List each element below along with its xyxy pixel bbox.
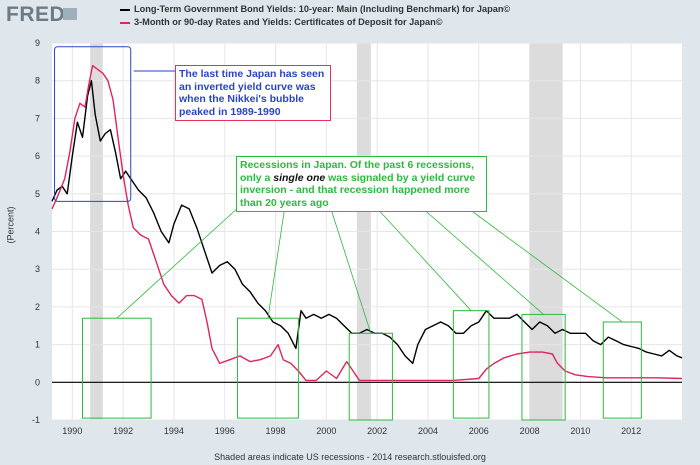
chart-trend-icon: [63, 8, 77, 20]
annotation-box-green: [602, 321, 642, 419]
annotation-box-green: [236, 317, 299, 419]
annotation-connector-green: [116, 205, 241, 319]
x-tick-label: 2004: [418, 426, 438, 436]
x-tick-label: 2012: [621, 426, 641, 436]
x-tick-label: 2008: [520, 426, 540, 436]
fred-logo[interactable]: FRED: [6, 3, 66, 26]
legend-item-cd: 3-Month or 90-day Rates and Yields: Cert…: [120, 16, 510, 29]
y-axis-label: (Percent): [5, 206, 16, 244]
y-tick-label: 1: [35, 340, 40, 350]
x-tick-label: 1990: [62, 426, 82, 436]
legend-label-10y: Long-Term Government Bond Yields: 10-yea…: [134, 4, 511, 14]
annotation-recessions-part2: was signaled by a yield curve inversion …: [240, 171, 476, 209]
x-tick-label: 1996: [215, 426, 235, 436]
y-tick-label: 8: [35, 76, 40, 86]
y-tick-label: 3: [35, 264, 40, 274]
x-tick-label: 2006: [469, 426, 489, 436]
legend: Long-Term Government Bond Yields: 10-yea…: [120, 3, 510, 29]
legend-item-10y: Long-Term Government Bond Yields: 10-yea…: [120, 3, 510, 16]
annotation-box-blue: [54, 46, 132, 202]
y-tick-label: -1: [32, 415, 40, 425]
x-tick-label: 2002: [367, 426, 387, 436]
series-line-0: [51, 79, 683, 365]
legend-label-cd: 3-Month or 90-day Rates and Yields: Cert…: [134, 17, 443, 27]
y-tick-label: 9: [35, 38, 40, 48]
y-tick-label: 6: [35, 151, 40, 161]
x-tick-label: 1992: [113, 426, 133, 436]
annotation-connector-green: [419, 205, 544, 315]
annotation-recessions-part1: Recessions in Japan. Of the past 6 reces…: [240, 159, 475, 184]
y-tick-label: 4: [35, 227, 40, 237]
x-tick-label: 1998: [266, 426, 286, 436]
annotation-connector-green: [329, 205, 372, 334]
annotation-connector-green: [374, 205, 472, 311]
annotation-inverted-curve: The last time Japan has seen an inverted…: [175, 65, 331, 121]
annotation-recessions-emph: single one: [273, 171, 326, 184]
y-tick-label: 5: [35, 189, 40, 199]
annotation-connector-green: [464, 205, 623, 323]
legend-swatch-cd: [120, 21, 130, 24]
y-tick-label: 2: [35, 302, 40, 312]
annotation-connector-green: [267, 205, 286, 319]
x-tick-label: 2000: [316, 426, 336, 436]
x-tick-label: 2010: [570, 426, 590, 436]
legend-swatch-10y: [120, 8, 130, 11]
annotation-recessions: Recessions in Japan. Of the past 6 reces…: [236, 156, 487, 212]
x-tick-label: 1994: [164, 426, 184, 436]
y-tick-label: 7: [35, 113, 40, 123]
footer-note: Shaded areas indicate US recessions - 20…: [214, 452, 486, 462]
y-tick-label: 0: [35, 377, 40, 387]
series-line-1: [51, 64, 683, 382]
